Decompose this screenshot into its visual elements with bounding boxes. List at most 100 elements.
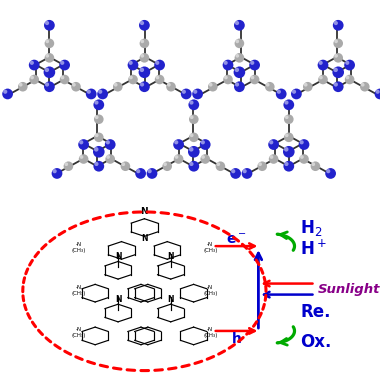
Point — [359, 82, 366, 88]
Point — [225, 62, 231, 68]
Point — [122, 163, 128, 169]
Point — [310, 161, 316, 167]
Point — [276, 89, 282, 95]
Point — [107, 141, 113, 147]
Point — [217, 163, 223, 169]
Point — [157, 62, 163, 68]
Point — [335, 40, 341, 46]
Point — [2, 89, 8, 95]
Point — [81, 156, 87, 162]
Point — [188, 114, 195, 120]
Point — [141, 84, 147, 90]
Point — [154, 60, 160, 66]
Point — [283, 99, 290, 105]
Point — [332, 67, 339, 73]
Point — [325, 168, 331, 174]
Point — [176, 141, 182, 147]
Point — [236, 84, 242, 90]
Point — [333, 20, 339, 26]
Point — [141, 69, 147, 75]
Point — [54, 171, 60, 177]
Point — [88, 91, 94, 97]
Point — [291, 89, 297, 95]
Point — [105, 139, 111, 145]
Point — [191, 149, 197, 155]
Point — [139, 53, 145, 59]
Point — [283, 132, 290, 138]
Point — [335, 69, 341, 75]
Point — [377, 91, 380, 97]
Text: H$^+$: H$^+$ — [300, 240, 327, 259]
Point — [147, 168, 153, 174]
Point — [252, 62, 258, 68]
Point — [191, 163, 197, 169]
Point — [44, 38, 50, 44]
Point — [188, 161, 195, 167]
Point — [320, 62, 326, 68]
Point — [202, 156, 208, 162]
Point — [183, 91, 189, 97]
Text: -N
(CH₃): -N (CH₃) — [203, 327, 217, 338]
Point — [283, 146, 289, 152]
Point — [181, 89, 187, 95]
Point — [81, 141, 87, 147]
Point — [78, 139, 84, 145]
Point — [93, 132, 100, 138]
Point — [286, 116, 292, 122]
Point — [59, 60, 65, 66]
Point — [302, 82, 309, 88]
Point — [71, 82, 77, 88]
Point — [173, 154, 179, 160]
Point — [17, 82, 24, 88]
Point — [335, 55, 341, 61]
Point — [139, 81, 145, 87]
Point — [244, 171, 250, 177]
Point — [93, 99, 100, 105]
Point — [191, 102, 197, 108]
Point — [242, 168, 248, 174]
Point — [223, 60, 229, 66]
Point — [215, 161, 221, 167]
Point — [107, 156, 113, 162]
Point — [188, 132, 195, 138]
Text: Ox.: Ox. — [300, 333, 332, 351]
Point — [236, 22, 242, 28]
Text: h: h — [232, 332, 242, 346]
Text: -N
(CH₃): -N (CH₃) — [203, 242, 217, 253]
Point — [200, 139, 206, 145]
Point — [20, 84, 26, 90]
Point — [333, 53, 339, 59]
Point — [139, 20, 145, 26]
Point — [230, 168, 236, 174]
Point — [130, 76, 136, 82]
Point — [173, 139, 179, 145]
Point — [191, 134, 197, 140]
Text: -N
(CH₃): -N (CH₃) — [71, 327, 86, 338]
Point — [344, 75, 350, 81]
Point — [29, 60, 35, 66]
Point — [112, 82, 119, 88]
Point — [44, 20, 50, 26]
Point — [141, 22, 147, 28]
Point — [202, 141, 208, 147]
Point — [286, 163, 292, 169]
Point — [259, 163, 265, 169]
Point — [154, 75, 160, 81]
Text: N: N — [141, 207, 148, 216]
Point — [120, 161, 126, 167]
Point — [135, 168, 141, 174]
Point — [141, 55, 147, 61]
Point — [267, 84, 273, 90]
Point — [333, 38, 339, 44]
Point — [5, 91, 11, 97]
Point — [63, 161, 69, 167]
Point — [188, 99, 195, 105]
Point — [96, 116, 102, 122]
Point — [46, 84, 52, 90]
Point — [139, 38, 145, 44]
Point — [31, 76, 37, 82]
Point — [333, 81, 339, 87]
Point — [236, 69, 242, 75]
Point — [200, 154, 206, 160]
Point — [96, 149, 102, 155]
